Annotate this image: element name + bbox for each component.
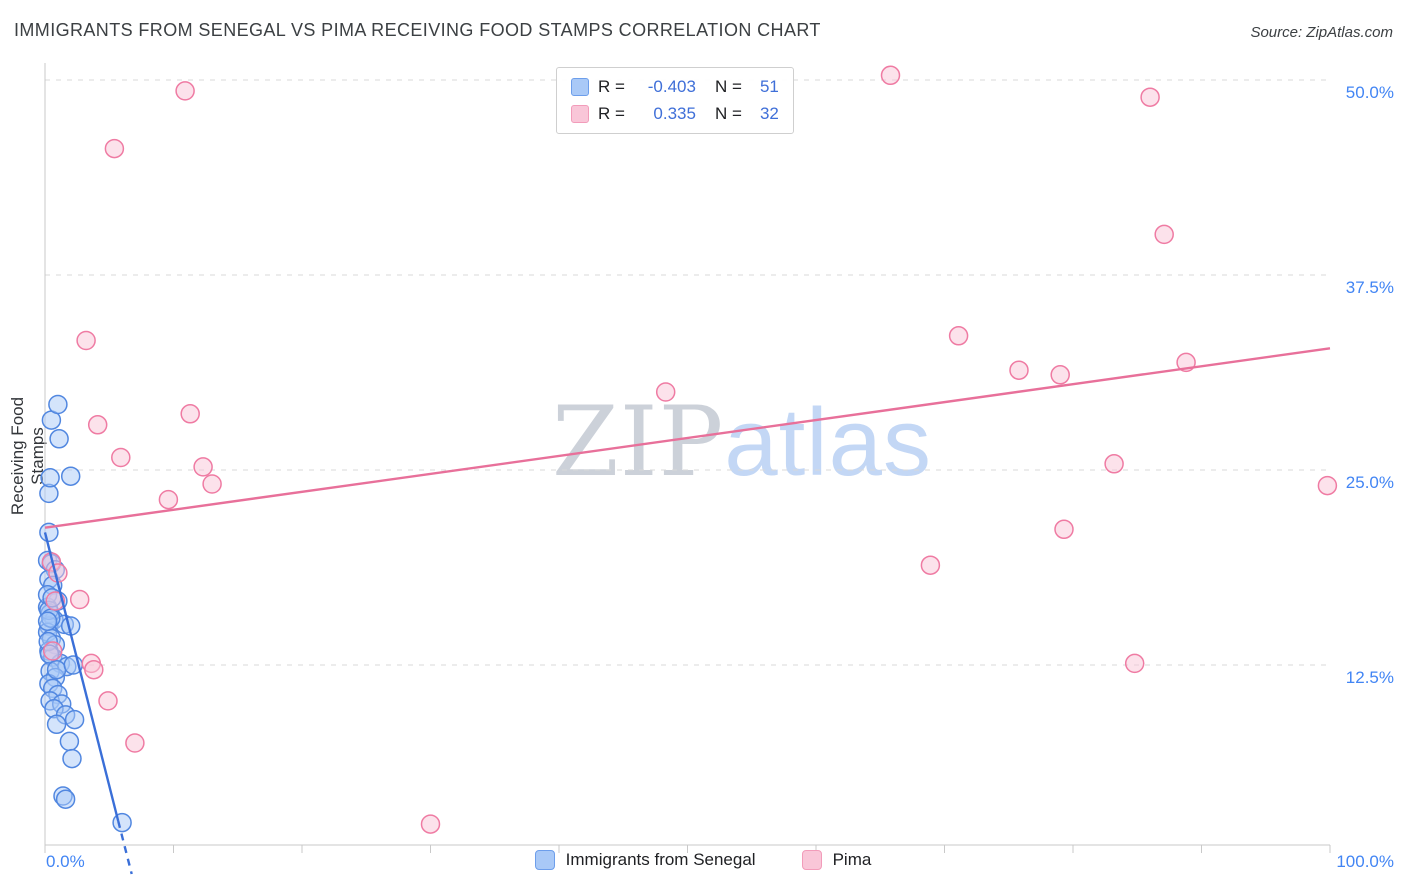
source-attribution: Source: ZipAtlas.com [1250, 24, 1393, 41]
senegal-swatch [571, 78, 589, 96]
stats-legend: R = -0.403 N = 51 R = 0.335 N = 32 [556, 67, 794, 134]
scatter-point-senegal [37, 611, 58, 632]
scatter-point-senegal [59, 731, 80, 752]
pima-swatch [571, 105, 589, 123]
scatter-point-pima [175, 81, 195, 101]
scatter-point-pima [1050, 365, 1070, 385]
r-label: R = [598, 77, 625, 96]
scatter-point-pima [920, 555, 941, 575]
scatter-point-pima [104, 138, 125, 159]
scatter-point-pima [87, 415, 108, 435]
scatter-point-pima [420, 814, 441, 834]
scatter-point-pima [1104, 454, 1124, 474]
scatter-point-pima [202, 474, 222, 494]
legend-label-pima: Pima [832, 850, 872, 869]
scatter-point-pima [158, 489, 179, 510]
y-tick-label: 37.5% [1346, 278, 1394, 297]
zipatlas-watermark: ZIPatlas [552, 394, 932, 491]
y-tick-label: 25.0% [1346, 473, 1394, 492]
scatter-point-senegal [55, 789, 76, 809]
scatter-point-pima [1054, 519, 1074, 540]
scatter-point-pima [42, 641, 63, 661]
trendline [117, 820, 133, 875]
scatter-point-senegal [46, 659, 67, 680]
page-title: IMMIGRANTS FROM SENEGAL VS PIMA RECEIVIN… [14, 20, 821, 40]
scatter-point-pima [1154, 224, 1174, 245]
n-label: N = [714, 77, 742, 96]
scatter-point-pima [69, 589, 90, 610]
trendline [44, 347, 1331, 529]
scatter-point-pima [180, 404, 200, 424]
scatter-point-senegal [60, 466, 81, 486]
n-value-senegal: 51 [759, 77, 779, 96]
scatter-point-senegal [62, 748, 82, 769]
legend-item-senegal: Immigrants from Senegal [534, 850, 756, 870]
stats-row-senegal: R = -0.403 N = 51 [571, 77, 779, 97]
scatter-point-pima [193, 457, 213, 477]
n-label: N = [714, 104, 742, 123]
scatter-point-pima [1009, 360, 1029, 380]
watermark-zip: ZIP [552, 386, 725, 498]
scatter-point-senegal [39, 522, 59, 543]
scatter-point-senegal [40, 468, 60, 488]
scatter-point-pima [1140, 87, 1160, 107]
trendline [43, 532, 120, 822]
r-label: R = [598, 104, 625, 123]
senegal-legend-swatch [534, 850, 555, 870]
chart-legend: Immigrants from Senegal Pima [0, 850, 1406, 870]
r-value-senegal: -0.403 [647, 77, 696, 96]
scatter-point-pima [948, 326, 969, 346]
scatter-point-senegal [46, 714, 67, 735]
scatter-point-pima [45, 591, 66, 611]
scatter-point-pima [880, 65, 901, 86]
stats-row-pima: R = 0.335 N = 32 [571, 104, 779, 124]
scatter-point-pima [125, 733, 145, 753]
scatter-point-senegal [64, 709, 85, 730]
scatter-point-senegal [48, 394, 68, 415]
watermark-atlas: atlas [724, 389, 932, 496]
legend-label-senegal: Immigrants from Senegal [565, 850, 756, 869]
scatter-point-pima [98, 691, 118, 711]
scatter-point-pima [1317, 475, 1338, 496]
r-value-pima: 0.335 [653, 104, 696, 123]
pima-legend-swatch [801, 850, 822, 870]
n-value-pima: 32 [759, 104, 779, 123]
scatter-point-pima [84, 659, 104, 680]
legend-item-pima: Pima [801, 850, 872, 870]
y-tick-label: 12.5% [1346, 668, 1394, 687]
scatter-point-pima [76, 330, 96, 351]
x-axis-max-label: 100.0% [1336, 852, 1394, 871]
x-axis-min-label: 0.0% [46, 852, 85, 871]
scatter-point-pima [1124, 653, 1145, 674]
scatter-point-senegal [49, 429, 69, 449]
y-tick-label: 50.0% [1346, 83, 1394, 102]
scatter-point-pima [111, 447, 131, 468]
scatter-point-pima [655, 382, 676, 402]
